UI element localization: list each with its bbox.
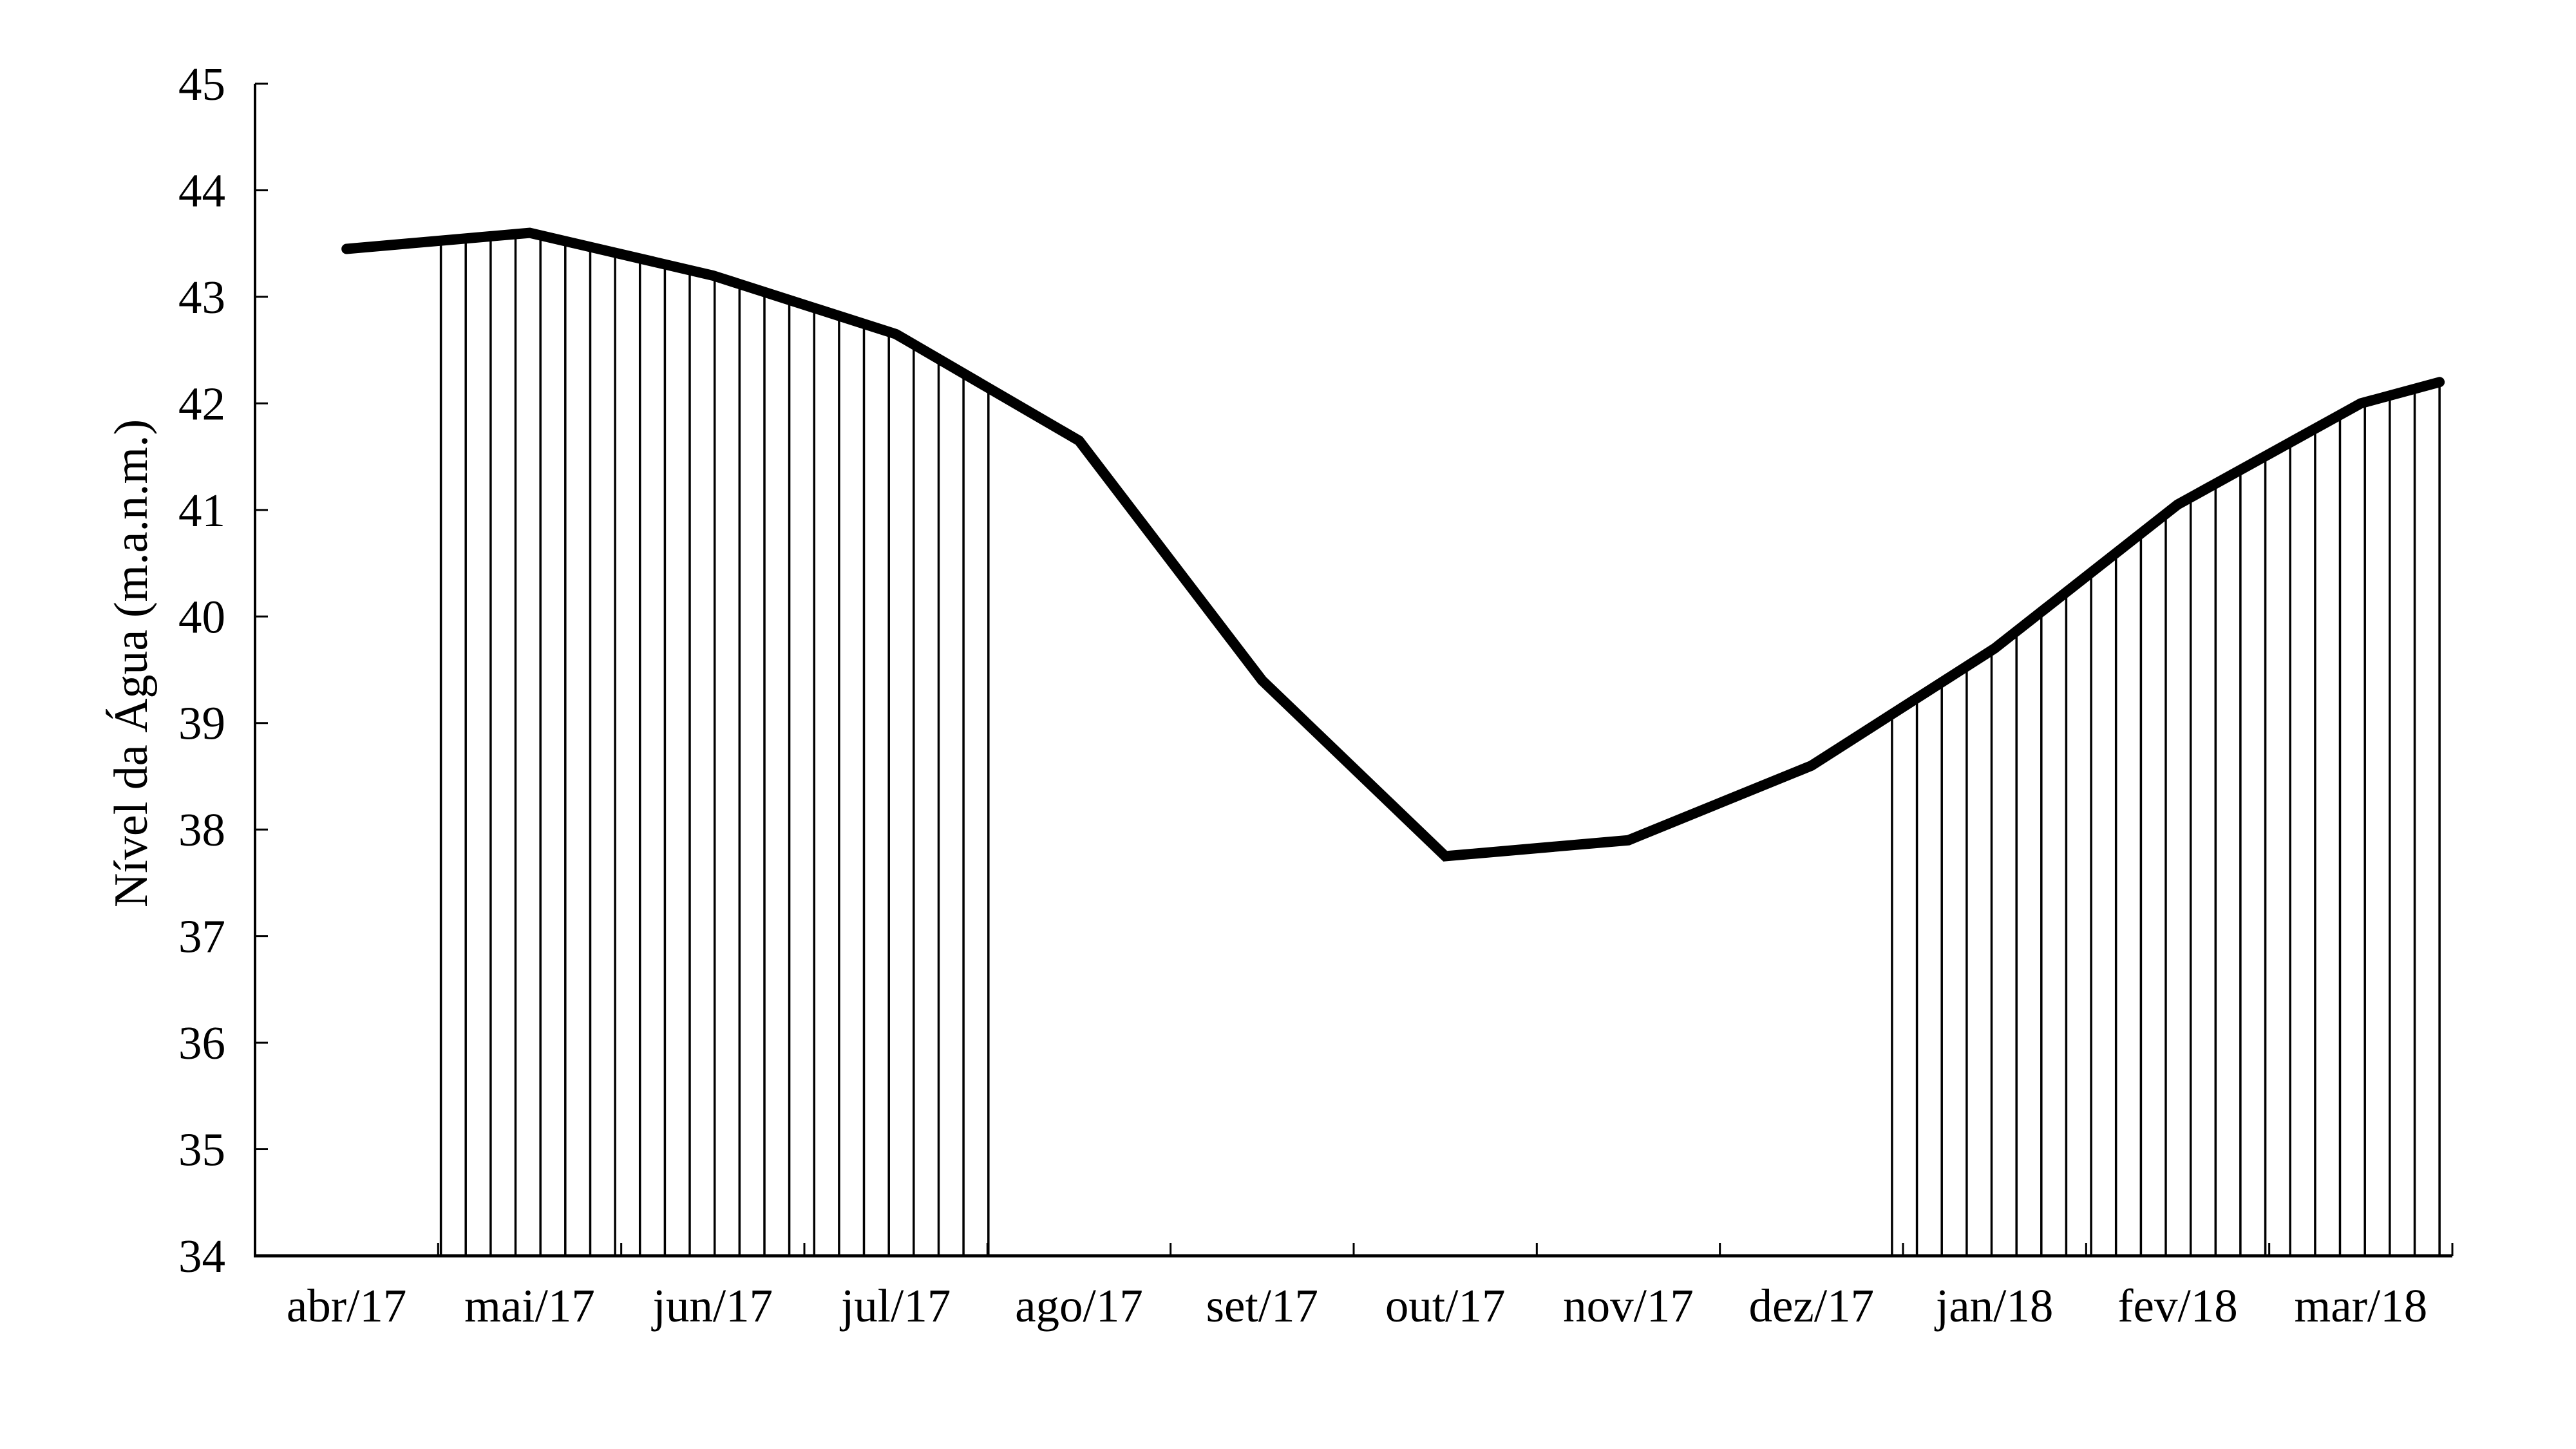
y-tick-label: 44 [178,164,225,216]
x-tick-label: dez/17 [1749,1280,1875,1332]
x-tick-label: fev/18 [2117,1280,2238,1332]
y-tick-label: 35 [178,1124,225,1176]
x-tick-label: jul/17 [839,1280,951,1332]
x-tick-label: jun/17 [651,1280,773,1332]
y-tick-label: 38 [178,804,225,856]
x-tick-label: set/17 [1206,1280,1318,1332]
y-tick-label: 42 [178,377,225,430]
water-level-line [341,227,2445,862]
hatch-region-2 [1891,382,2441,1256]
x-tick-label: out/17 [1385,1280,1506,1332]
y-tick-label: 39 [178,697,225,750]
y-tick-label: 36 [178,1017,225,1069]
x-tick-label: nov/17 [1563,1280,1694,1332]
y-tick-label: 37 [178,911,225,963]
y-tick-label: 40 [178,591,225,643]
x-tick-label: mai/17 [464,1280,595,1332]
y-tick-label: 34 [178,1230,225,1282]
y-tick-label: 43 [178,271,225,323]
hatch-region-1 [439,234,990,1256]
x-tick-label: ago/17 [1015,1280,1143,1332]
y-tick-label: 41 [178,484,225,536]
y-tick-label: 45 [178,58,225,110]
x-tick-label: abr/17 [287,1280,407,1332]
x-tick-label: mar/18 [2294,1280,2427,1332]
y-axis-title: Nível da Água (m.a.n.m.) [105,419,158,907]
x-tick-label: jan/18 [1934,1280,2053,1332]
